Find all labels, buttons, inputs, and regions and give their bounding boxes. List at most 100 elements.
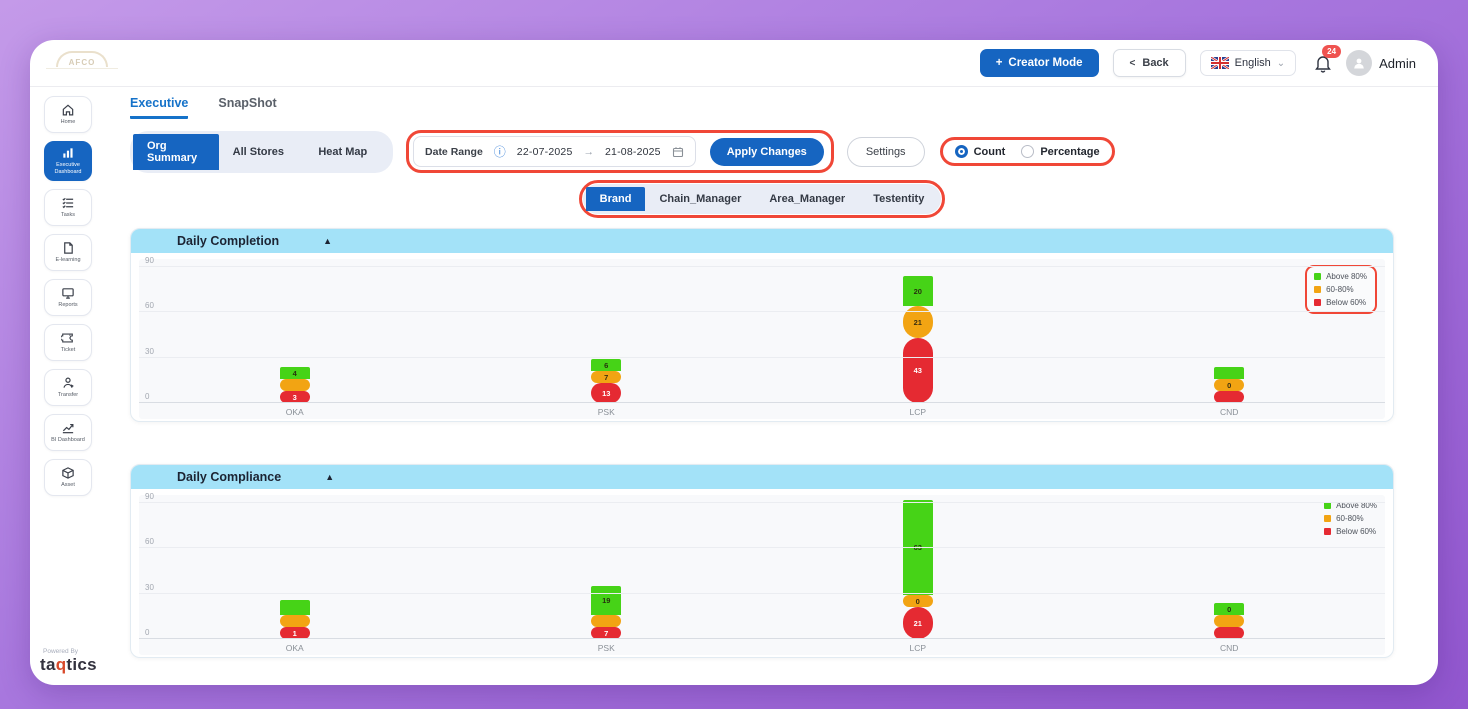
date-range-picker[interactable]: Date Range ⓘ 22-07-2025 → 21-08-2025: [413, 136, 696, 167]
radio-percentage[interactable]: Percentage: [1021, 145, 1100, 158]
collapse-icon[interactable]: ▲: [325, 472, 335, 482]
user-name: Admin: [1379, 55, 1416, 71]
chart-legend: Above 80% 60-80% Below 60%: [1314, 272, 1367, 307]
legend-item[interactable]: Below 60%: [1314, 298, 1367, 307]
main-content: Executive SnapShot Org Summary All Store…: [104, 87, 1438, 685]
bar-segment: 13: [591, 383, 622, 403]
group-tab-chain-manager[interactable]: Chain_Manager: [659, 193, 742, 205]
y-tick-label: 30: [145, 582, 154, 592]
collapse-icon[interactable]: ▲: [323, 236, 333, 246]
bar-value-label: 13: [602, 388, 611, 398]
chart-header[interactable]: Daily Completion ▲: [131, 229, 1393, 253]
radio-count-label: Count: [973, 145, 1006, 158]
tab-executive[interactable]: Executive: [130, 96, 189, 119]
legend-item[interactable]: Above 80%: [1324, 501, 1377, 510]
gridline: [139, 502, 1385, 503]
view-toggle-group: Org Summary All Stores Heat Map: [130, 130, 394, 173]
bar-segment: 3: [279, 391, 310, 403]
sidebar-item-executive-dashboard[interactable]: Executive Dashboard: [44, 141, 92, 182]
powered-by-logo: Powered By taqtics: [40, 648, 97, 675]
group-tab-brand[interactable]: Brand: [585, 187, 646, 211]
group-tab-testentity[interactable]: Testentity: [873, 193, 925, 205]
legend-label: Below 60%: [1326, 298, 1367, 307]
annotation-box-group-tabs: Brand Chain_Manager Area_Manager Testent…: [578, 180, 946, 218]
sidebar-item-reports[interactable]: Reports: [44, 279, 92, 317]
back-button[interactable]: < Back: [1112, 49, 1186, 77]
page-tabs: Executive SnapShot: [130, 92, 1394, 119]
radio-count[interactable]: Count: [954, 145, 1006, 158]
bar-segment: 6: [591, 359, 622, 372]
bar-segment: 21: [902, 607, 933, 639]
sidebar-item-asset[interactable]: Asset: [44, 459, 92, 497]
bar-value-label: 7: [604, 628, 609, 638]
category-label: PSK: [597, 407, 615, 417]
bar-value-label: 4: [292, 368, 297, 378]
chart-title: Daily Completion: [177, 234, 280, 248]
bar-psk: 6 7 13: [451, 259, 763, 403]
y-tick-label: 60: [145, 537, 154, 547]
bar-psk: 19 7: [451, 495, 763, 639]
user-menu[interactable]: Admin: [1346, 50, 1416, 76]
date-range-label: Date Range: [425, 145, 483, 158]
sidebar-item-transfer[interactable]: Transfer: [44, 369, 92, 407]
bar-value-label: 43: [913, 366, 922, 376]
legend-swatch: [1324, 528, 1332, 535]
date-end-input[interactable]: 21-08-2025: [605, 145, 661, 158]
legend-swatch: [1324, 515, 1332, 522]
bar-segment: [1214, 391, 1245, 403]
sidebar-item-label: BI Dashboard: [51, 437, 85, 444]
bar-segment: 0: [902, 595, 933, 608]
group-tabs-row: Brand Chain_Manager Area_Manager Testent…: [130, 180, 1394, 218]
gridline: [139, 592, 1385, 594]
view-option-all-stores[interactable]: All Stores: [232, 145, 285, 158]
date-start-input[interactable]: 22-07-2025: [516, 145, 573, 158]
legend-swatch: [1314, 286, 1322, 293]
settings-button[interactable]: Settings: [846, 136, 925, 167]
sidebar-item-elearning[interactable]: E-learning: [44, 234, 92, 272]
category-label: CND: [1220, 407, 1239, 417]
chart-header[interactable]: Daily Compliance ▲: [131, 465, 1393, 489]
bar-value-label: 0: [1227, 380, 1232, 390]
bar-lcp: 20 21 43: [762, 259, 1074, 403]
sidebar-item-bi-dashboard[interactable]: BI Dashboard: [44, 414, 92, 452]
annotation-box-legend: Above 80% 60-80% Below 60%: [1305, 265, 1377, 314]
language-label: English: [1234, 57, 1271, 69]
group-tab-area-manager[interactable]: Area_Manager: [769, 193, 846, 205]
calendar-icon[interactable]: [672, 146, 684, 158]
legend-swatch: [1314, 299, 1322, 306]
sidebar-item-label: Asset: [61, 482, 75, 489]
sidebar-item-ticket[interactable]: Ticket: [44, 324, 92, 362]
legend-item[interactable]: Above 80%: [1314, 272, 1367, 281]
apply-changes-button[interactable]: Apply Changes: [709, 137, 824, 166]
company-logo-subtext: [46, 68, 118, 75]
legend-item[interactable]: Below 60%: [1324, 527, 1377, 536]
language-selector[interactable]: English ⌄: [1199, 50, 1297, 76]
annotation-box-mode-toggle: Count Percentage: [939, 137, 1115, 166]
creator-mode-button[interactable]: + Creator Mode: [979, 49, 1099, 77]
uk-flag-icon: [1210, 57, 1229, 69]
y-tick-label: 90: [145, 492, 154, 501]
legend-item[interactable]: 60-80%: [1314, 285, 1367, 294]
legend-swatch: [1314, 273, 1322, 280]
sidebar-item-tasks[interactable]: Tasks: [44, 189, 92, 227]
tab-snapshot[interactable]: SnapShot: [218, 96, 277, 110]
company-logo-text: AFCO: [68, 58, 96, 67]
monitor-icon: [62, 288, 74, 299]
gridline: [139, 356, 1385, 358]
legend-item[interactable]: 60-80%: [1324, 514, 1377, 523]
view-option-org-summary[interactable]: Org Summary: [133, 133, 219, 170]
view-option-heat-map[interactable]: Heat Map: [318, 145, 368, 158]
category-label: OKA: [285, 407, 304, 417]
sidebar-item-home[interactable]: Home: [44, 96, 92, 133]
chart-card-daily-completion: Daily Completion ▲ 4 3 6 7 13 20 21 43 0 OKA PSK L…: [130, 228, 1394, 422]
category-label: OKA: [285, 643, 304, 653]
notifications-button[interactable]: 24: [1314, 44, 1342, 73]
category-label: LCP: [909, 407, 927, 417]
chart-title: Daily Compliance: [177, 470, 282, 484]
info-icon[interactable]: ⓘ: [493, 145, 506, 159]
radio-percentage-label: Percentage: [1040, 145, 1100, 158]
sidebar: Home Executive Dashboard Tasks E-learnin…: [30, 87, 104, 685]
bar-value-label: 19: [602, 596, 611, 606]
y-tick-label: 0: [145, 628, 150, 637]
